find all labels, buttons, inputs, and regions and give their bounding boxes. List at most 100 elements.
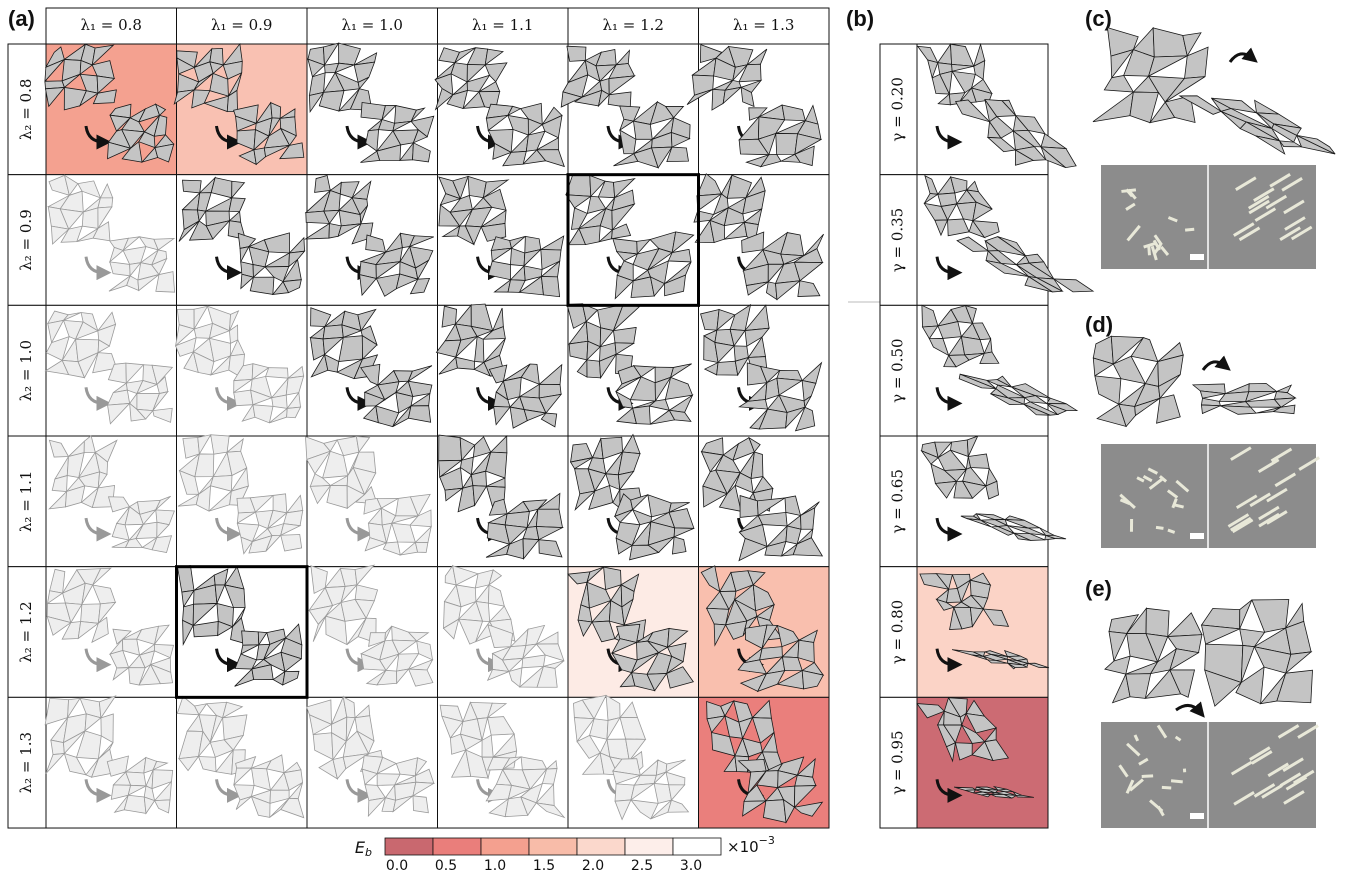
arrow [1203, 362, 1225, 370]
figure: (a) (b) (c) (d) (e) λ₁ = 0.8λ₁ = 0.9λ₁ =… [0, 0, 1345, 880]
tile [284, 511, 303, 526]
tile [1220, 406, 1256, 415]
panel-a: λ₁ = 0.8λ₁ = 0.9λ₁ = 1.0λ₁ = 1.1λ₁ = 1.2… [8, 8, 829, 828]
tile [242, 631, 259, 645]
tile [672, 537, 686, 554]
column-header: λ₁ = 0.8 [81, 16, 142, 34]
tile [1145, 362, 1158, 387]
row-header: γ = 0.50 [889, 338, 907, 402]
colorbar-tick-label: 0.0 [386, 858, 408, 874]
tile [110, 262, 130, 276]
arrow [1176, 705, 1200, 712]
colorbar-tick-label: 2.0 [582, 858, 604, 874]
tile [266, 368, 289, 379]
tile [323, 325, 343, 339]
tile [1149, 56, 1188, 76]
tile [613, 327, 636, 343]
tile [541, 277, 559, 297]
row-header: γ = 0.35 [889, 208, 907, 272]
tile [1249, 383, 1277, 391]
colorbar-segment [385, 838, 433, 855]
colorbar-tick-label: 1.0 [484, 858, 506, 874]
tile [1256, 136, 1285, 154]
tile [1095, 376, 1121, 404]
tile [1277, 670, 1313, 703]
tile [51, 740, 65, 754]
tile [717, 361, 738, 375]
row-header: λ₂ = 1.0 [17, 340, 35, 401]
row-header: γ = 0.80 [889, 600, 907, 664]
tile [968, 454, 989, 469]
panel-label: (b) [846, 6, 874, 31]
tile [81, 604, 101, 623]
tile [1280, 141, 1302, 147]
tile [1157, 395, 1181, 423]
colorbar-tick-label: 0.5 [435, 858, 457, 874]
tile [1093, 92, 1133, 122]
tile [536, 509, 562, 527]
tile [1255, 100, 1279, 114]
photo-strut [1162, 787, 1171, 788]
subscript: b [365, 846, 372, 859]
colorbar-segment [529, 838, 577, 855]
tile [1126, 674, 1151, 699]
tile [272, 395, 288, 408]
colorbar-segment [673, 838, 721, 855]
colorbar-multiplier: ×10−3 [727, 834, 775, 856]
row-header: λ₂ = 1.2 [17, 601, 35, 662]
tile [234, 390, 253, 406]
panel-label: (e) [1085, 576, 1112, 601]
tile [413, 796, 428, 813]
column-header: λ₁ = 0.9 [211, 16, 272, 34]
row-header: λ₂ = 1.1 [17, 471, 35, 532]
tile [273, 494, 287, 513]
tile [211, 435, 229, 454]
tile [98, 198, 113, 208]
tile [124, 795, 146, 813]
row-header: λ₂ = 0.8 [17, 79, 35, 140]
tile [1153, 28, 1187, 57]
panel-label: (d) [1085, 312, 1113, 337]
panels-c-e [1093, 28, 1335, 828]
tile [315, 175, 331, 192]
photo-strut [1156, 527, 1163, 528]
column-header: λ₁ = 1.2 [603, 16, 664, 34]
scale-bar [1190, 533, 1204, 539]
tile [1168, 613, 1202, 637]
colorbar-tick-label: 1.5 [533, 858, 555, 874]
column-header: λ₁ = 1.1 [472, 16, 533, 34]
tile [415, 542, 427, 552]
multiplier: ×10 [727, 838, 759, 856]
column-header: λ₁ = 1.3 [733, 16, 794, 34]
tile [1201, 405, 1220, 414]
colorbar-tick-label: 2.5 [631, 858, 653, 874]
colorbar-segment [481, 838, 529, 855]
row-header: λ₂ = 1.3 [17, 732, 35, 793]
colorbar-segment [625, 838, 673, 855]
tile [1104, 75, 1133, 92]
photo-strut [1142, 776, 1153, 777]
tile [1146, 608, 1169, 636]
panel-label: (a) [8, 6, 35, 31]
tile [633, 121, 652, 139]
row-header: λ₂ = 0.9 [17, 209, 35, 270]
tile [1041, 134, 1066, 149]
tile [156, 272, 175, 293]
arrow [1230, 54, 1252, 62]
tile [587, 360, 601, 378]
row-header: γ = 0.20 [889, 77, 907, 141]
tile [439, 435, 462, 461]
tile [1202, 625, 1240, 644]
tile [182, 180, 201, 193]
colorbar-segment [577, 838, 625, 855]
tile [795, 775, 816, 786]
row-header: γ = 0.65 [889, 469, 907, 533]
tile [361, 102, 385, 119]
colorbar-segment [433, 838, 481, 855]
tile [1240, 600, 1252, 629]
tile [1105, 656, 1130, 674]
tile [1252, 600, 1289, 633]
photo-strut [1149, 246, 1150, 255]
colorbar-label: Eb [355, 838, 372, 860]
tile [1109, 631, 1127, 661]
